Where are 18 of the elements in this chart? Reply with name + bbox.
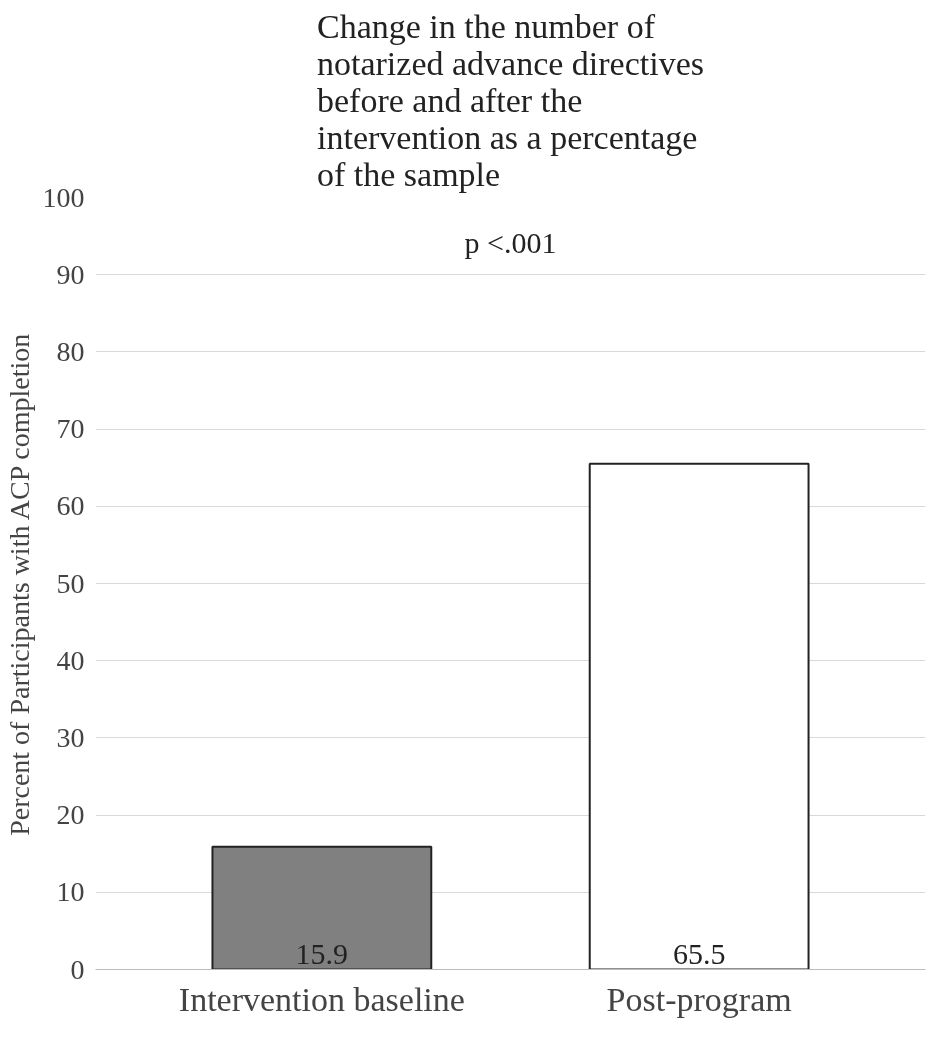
y-tick-label: 10: [56, 876, 85, 908]
x-tick-label: Intervention baseline: [178, 980, 465, 1018]
data-label: 65.5: [672, 936, 726, 970]
y-axis-title: Percent of Participants with ACP completion: [3, 333, 35, 836]
data-label: 15.9: [295, 936, 349, 970]
x-tick-label: Post-program: [606, 980, 792, 1018]
y-tick-label: 70: [56, 413, 85, 445]
y-tick-label: 0: [70, 953, 85, 985]
annotation: p <.001: [464, 226, 557, 260]
y-tick-label: 90: [56, 258, 85, 290]
chart-title: Change in the number of notarized advance directives before and after the intervention as a percentage of the sample: [316, 7, 705, 193]
y-tick-label: 50: [56, 567, 85, 599]
y-tick-label: 40: [56, 644, 85, 676]
y-tick-label: 80: [56, 335, 85, 367]
y-tick-label: 60: [56, 490, 85, 522]
y-tick-label: 30: [56, 721, 85, 753]
y-tick-label: 100: [42, 181, 85, 213]
y-tick-label: 20: [56, 799, 85, 831]
